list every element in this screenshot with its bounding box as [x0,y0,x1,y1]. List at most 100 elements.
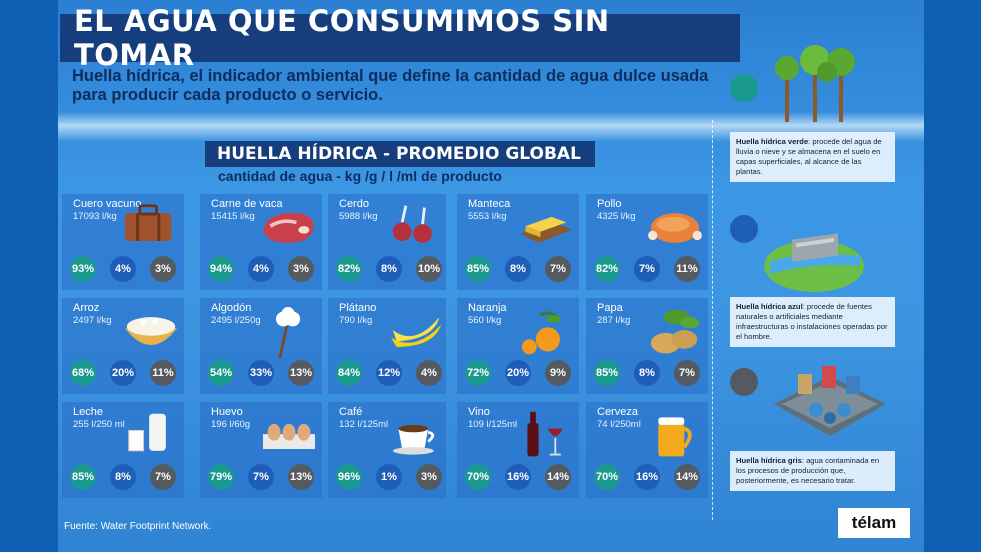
orange-icon [521,311,561,355]
green-footprint-pct: 93% [70,256,96,282]
product-name: Arroz [73,302,100,314]
potato-icon [650,309,700,354]
chicken-icon [648,213,702,243]
product-name: Plátano [339,302,377,314]
product-card: Cuero vacuno 17093 l/kg 93% 4% 3% [62,194,184,290]
product-name: Vino [468,406,490,418]
grey-footprint-pct: 7% [150,464,176,490]
green-footprint-pct: 85% [70,464,96,490]
suitcase-icon [125,204,172,241]
product-amount: 5553 l/kg [468,211,507,222]
product-name: Cerdo [339,198,369,210]
green-footprint-pct: 79% [208,464,234,490]
product-name: Manteca [468,198,511,210]
grey-footprint-note: Huella hídrica gris: agua contaminada en… [730,451,895,491]
blue-footprint-pct: 7% [248,464,274,490]
rice-bowl-icon [125,317,177,345]
blue-footprint-pct: 16% [634,464,660,490]
green-footprint-pct: 85% [594,360,620,386]
green-footprint-pct: 84% [336,360,362,386]
product-card: Leche 255 l/250 ml 85% 8% 7% [62,402,184,498]
blue-footprint-pct: 33% [248,360,274,386]
product-card: Vino 109 l/125ml 70% 16% 14% [457,402,579,498]
product-name: Algodón [211,302,252,314]
grey-footprint-pct: 9% [545,360,571,386]
product-amount: 255 l/250 ml [73,419,125,430]
blue-footprint-pct: 8% [505,256,531,282]
grey-footprint-pct: 14% [674,464,700,490]
green-footprint-pct: 96% [336,464,362,490]
grey-footprint-pct: 3% [416,464,442,490]
product-card: Papa 287 l/kg 85% 8% 7% [586,298,708,394]
grey-footprint-pct: 14% [545,464,571,490]
grey-footprint-pct: 13% [288,360,314,386]
product-amount: 2497 l/kg [73,315,112,326]
green-footprint-pct: 70% [465,464,491,490]
product-card: Naranja 560 l/kg 72% 20% 9% [457,298,579,394]
grey-footprint-pct: 13% [288,464,314,490]
page-subtitle: Huella hídrica, el indicador ambiental q… [72,67,709,104]
grey-footprint-pct: 3% [150,256,176,282]
source-note: Fuente: Water Footprint Network. [64,521,212,532]
milk-icon [128,413,166,452]
product-name: Papa [597,302,623,314]
product-card: Arroz 2497 l/kg 68% 20% 11% [62,298,184,394]
grey-footprint-pct: 4% [416,360,442,386]
eggs-icon [263,423,315,449]
blue-footprint-pct: 8% [110,464,136,490]
product-amount: 2495 l/250g [211,315,261,326]
grey-footprint-pct: 11% [150,360,176,386]
section-title: HUELLA HÍDRICA - PROMEDIO GLOBAL [205,141,595,167]
grey-footprint-pct: 10% [416,256,442,282]
page-title: EL AGUA QUE CONSUMIMOS SIN TOMAR [74,4,610,72]
factory-icon [774,366,886,436]
left-band [0,0,60,552]
product-card: Carne de vaca 15415 l/kg 94% 4% 3% [200,194,322,290]
product-amount: 5988 l/kg [339,211,378,222]
blue-footprint-pct: 7% [634,256,660,282]
wine-icon [527,411,563,457]
beef-icon [263,212,314,243]
product-card: Cerdo 5988 l/kg 82% 8% 10% [328,194,446,290]
right-band [921,0,981,552]
legend-column [712,120,924,520]
blue-footprint-pct: 4% [110,256,136,282]
blue-footprint-pct: 8% [634,360,660,386]
grey-footprint-pct: 7% [545,256,571,282]
green-footprint-pct: 68% [70,360,96,386]
telam-logo: télam [838,508,910,538]
product-name: Cerveza [597,406,638,418]
blue-footprint-pct: 16% [505,464,531,490]
green-footprint-pct: 82% [594,256,620,282]
green-footprint-pct: 54% [208,360,234,386]
product-amount: 287 l/kg [597,315,631,326]
product-amount: 74 l/250ml [597,419,641,430]
product-card: Pollo 4325 l/kg 82% 7% 11% [586,194,708,290]
product-card: Café 132 l/125ml 96% 1% 3% [328,402,446,498]
green-footprint-pct: 70% [594,464,620,490]
product-amount: 17093 l/kg [73,211,117,222]
product-name: Huevo [211,406,243,418]
cotton-icon [276,306,301,358]
product-name: Café [339,406,363,418]
product-card: Manteca 5553 l/kg 85% 8% 7% [457,194,579,290]
product-amount: 132 l/125ml [339,419,389,430]
blue-footprint-note: Huella hídrica azul: procede de fuentes … [730,297,895,347]
blue-footprint-pct: 12% [376,360,402,386]
product-name: Pollo [597,198,622,210]
product-name: Leche [73,406,103,418]
product-amount: 4325 l/kg [597,211,636,222]
blue-footprint-pct: 1% [376,464,402,490]
banana-icon [391,317,442,347]
product-card: Algodón 2495 l/250g 54% 33% 13% [200,298,322,394]
section-subtitle: cantidad de agua - kg /g / l /ml de prod… [218,168,502,184]
grey-footprint-dot [730,368,758,396]
green-footprint-note: Huella hídrica verde: procede del agua d… [730,132,895,182]
grey-footprint-pct: 11% [674,256,700,282]
blue-footprint-dot [730,215,758,243]
product-name: Naranja [468,302,507,314]
product-name: Cuero vacuno [73,198,142,210]
green-footprint-pct: 72% [465,360,491,386]
trees-icon [775,45,855,122]
product-card: Cerveza 74 l/250ml 70% 16% 14% [586,402,708,498]
